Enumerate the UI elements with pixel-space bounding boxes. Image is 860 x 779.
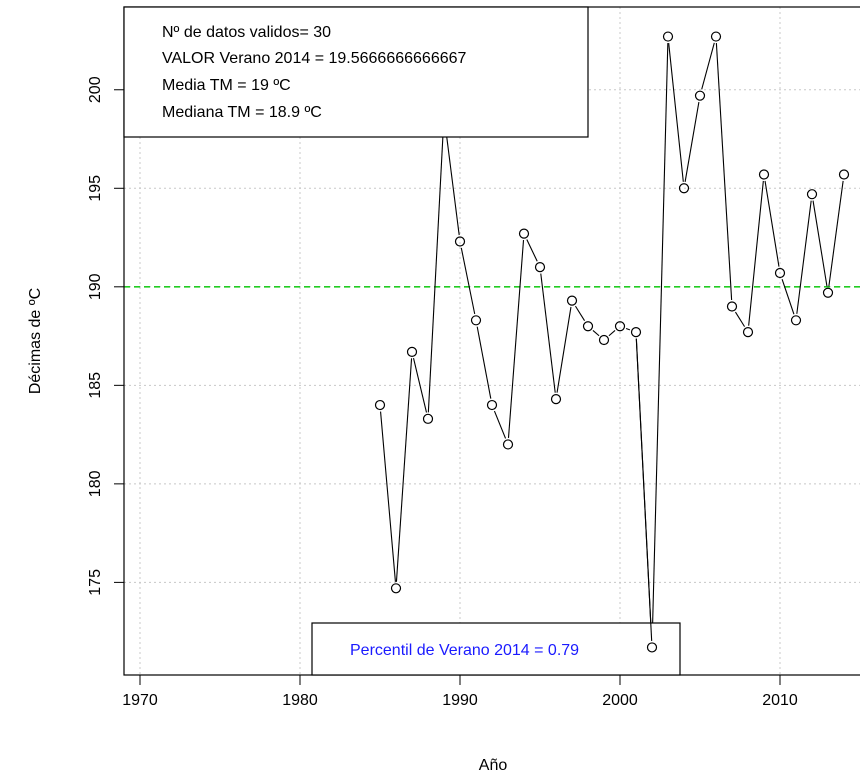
- series-segment: [493, 410, 507, 439]
- series-segment: [608, 330, 616, 337]
- info-line-mean: Media TM = 19 ºC: [162, 77, 291, 94]
- data-point: [454, 236, 466, 247]
- series-segment: [668, 42, 684, 182]
- data-point: [470, 315, 482, 326]
- x-axis-ticks: 1970 1980 1990 2000 2010: [122, 675, 798, 709]
- data-point: [598, 334, 610, 346]
- x-tick-label: 1970: [122, 692, 158, 709]
- data-point: [710, 31, 722, 42]
- series-segment: [427, 121, 445, 413]
- data-point: [694, 90, 706, 101]
- data-point: [614, 321, 626, 332]
- series-segment: [715, 43, 733, 301]
- percentile-box-frame: [311, 622, 681, 676]
- y-tick-label: 195: [87, 175, 104, 202]
- data-point: [422, 413, 434, 424]
- data-point: [662, 31, 674, 42]
- data-point: [630, 327, 642, 338]
- series-segment-overlay: [635, 338, 653, 641]
- x-axis-label: Año: [479, 757, 508, 774]
- data-point: [758, 169, 770, 180]
- series-segment: [380, 411, 396, 582]
- series-segment: [764, 180, 780, 267]
- series-segment: [748, 180, 764, 326]
- data-point: [678, 183, 690, 194]
- series-segment: [651, 43, 669, 641]
- data-point: [502, 439, 514, 450]
- series-segment: [701, 42, 715, 90]
- info-box-frame: [123, 6, 589, 138]
- series-segment: [507, 240, 525, 439]
- x-tick-label: 1980: [282, 692, 318, 709]
- data-point: [486, 399, 498, 411]
- x-tick-label: 2000: [602, 692, 638, 709]
- data-point: [726, 301, 738, 312]
- series-segment: [556, 306, 572, 393]
- series-segment: [796, 200, 812, 314]
- data-point: [566, 295, 578, 306]
- data-point: [550, 394, 562, 405]
- series-layer: [374, 31, 850, 653]
- series-segment: [684, 101, 700, 182]
- series-segment: [526, 239, 538, 262]
- data-point: [534, 262, 546, 273]
- data-point: [582, 321, 594, 332]
- data-point: [774, 267, 786, 279]
- data-point: [806, 189, 818, 200]
- data-point-overlay: [646, 642, 658, 653]
- series-segment: [734, 311, 746, 327]
- series-segment: [412, 358, 428, 413]
- y-axis-label: Décimas de ºC: [27, 288, 44, 394]
- y-tick-label: 185: [87, 372, 104, 399]
- series-segment: [828, 180, 844, 287]
- series-segment: [592, 330, 600, 337]
- y-axis-ticks: 175 180 185 190 195 200: [87, 76, 124, 596]
- info-legend-box: Nº de datos validos= 30 VALOR Verano 201…: [123, 6, 589, 138]
- percentile-box: Percentil de Verano 2014 = 0.79: [311, 622, 681, 676]
- series-segment: [812, 200, 828, 287]
- data-point: [838, 169, 850, 180]
- info-line-median: Mediana TM = 18.9 ºC: [162, 104, 322, 121]
- y-tick-label: 180: [87, 470, 104, 497]
- series-segment: [395, 358, 413, 582]
- data-point: [822, 287, 834, 298]
- y-tick-label: 200: [87, 76, 104, 103]
- data-point: [406, 346, 418, 357]
- series-segment: [574, 305, 586, 321]
- y-tick-label: 175: [87, 569, 104, 596]
- data-point: [374, 399, 386, 411]
- series-segment: [476, 326, 492, 399]
- percentile-label: Percentil de Verano 2014 = 0.79: [350, 642, 579, 659]
- series-segment: [625, 327, 631, 331]
- x-tick-label: 1990: [442, 692, 478, 709]
- series-segment: [444, 121, 460, 236]
- series-segment: [540, 273, 556, 393]
- y-tick-label: 190: [87, 273, 104, 300]
- info-line-valid-count: Nº de datos validos= 30: [162, 24, 331, 41]
- data-point: [390, 583, 402, 594]
- series-segment: [781, 278, 795, 315]
- data-point: [742, 327, 754, 338]
- data-point: [790, 315, 802, 326]
- x-tick-label: 2010: [762, 692, 798, 709]
- info-line-value-2014: VALOR Verano 2014 = 19.5666666666667: [162, 50, 467, 67]
- data-point: [518, 228, 530, 239]
- series-segment: [460, 247, 476, 315]
